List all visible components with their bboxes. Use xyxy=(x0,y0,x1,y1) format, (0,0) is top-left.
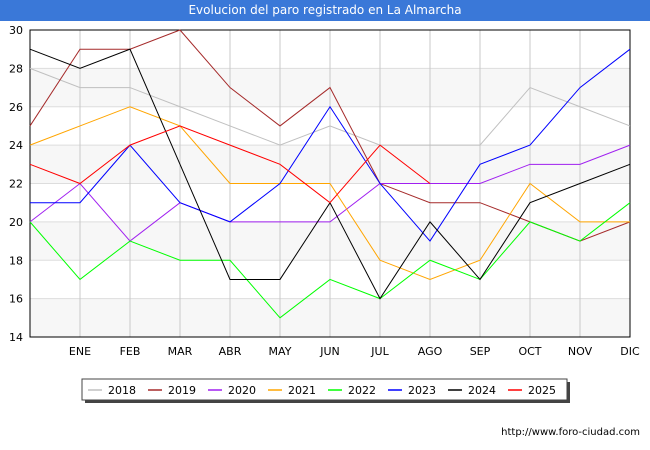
x-tick-label: NOV xyxy=(568,345,593,358)
legend-label: 2019 xyxy=(168,384,196,397)
x-tick-label: MAR xyxy=(168,345,193,358)
series-line-2025 xyxy=(29,125,431,204)
x-tick-label: JUL xyxy=(370,345,389,358)
legend-label: 2024 xyxy=(468,384,496,397)
y-tick-label: 18 xyxy=(9,254,23,267)
x-tick-label: AGO xyxy=(418,345,443,358)
legend-label: 2021 xyxy=(288,384,316,397)
legend-label: 2018 xyxy=(108,384,136,397)
x-tick-label: ENE xyxy=(69,345,91,358)
series-line-2021 xyxy=(29,106,630,280)
y-tick-label: 14 xyxy=(9,331,23,344)
source-url[interactable]: http://www.foro-ciudad.com xyxy=(501,427,640,438)
x-tick-label: DIC xyxy=(620,345,640,358)
x-tick-label: JUN xyxy=(319,345,340,358)
y-tick-label: 16 xyxy=(9,293,23,306)
x-tick-label: MAY xyxy=(269,345,292,358)
plot-border xyxy=(29,29,631,338)
series-line-2018 xyxy=(29,67,631,146)
y-tick-label: 28 xyxy=(9,62,23,75)
x-tick-label: SEP xyxy=(470,345,491,358)
legend-box xyxy=(81,378,568,401)
series-line-2022 xyxy=(29,202,631,319)
x-tick-label: OCT xyxy=(518,345,541,358)
y-tick-label: 22 xyxy=(9,178,23,191)
legend-label: 2022 xyxy=(348,384,376,397)
x-tick-label: ABR xyxy=(219,345,242,358)
y-tick-label: 30 xyxy=(9,24,23,37)
legend-label: 2023 xyxy=(408,384,436,397)
x-tick-label: FEB xyxy=(120,345,141,358)
legend-label: 2020 xyxy=(228,384,256,397)
y-tick-label: 24 xyxy=(9,139,23,152)
y-tick-label: 20 xyxy=(9,216,23,229)
chart-title: Evolucion del paro registrado en La Alma… xyxy=(0,0,650,21)
y-tick-label: 26 xyxy=(9,101,23,114)
legend-label: 2025 xyxy=(528,384,556,397)
